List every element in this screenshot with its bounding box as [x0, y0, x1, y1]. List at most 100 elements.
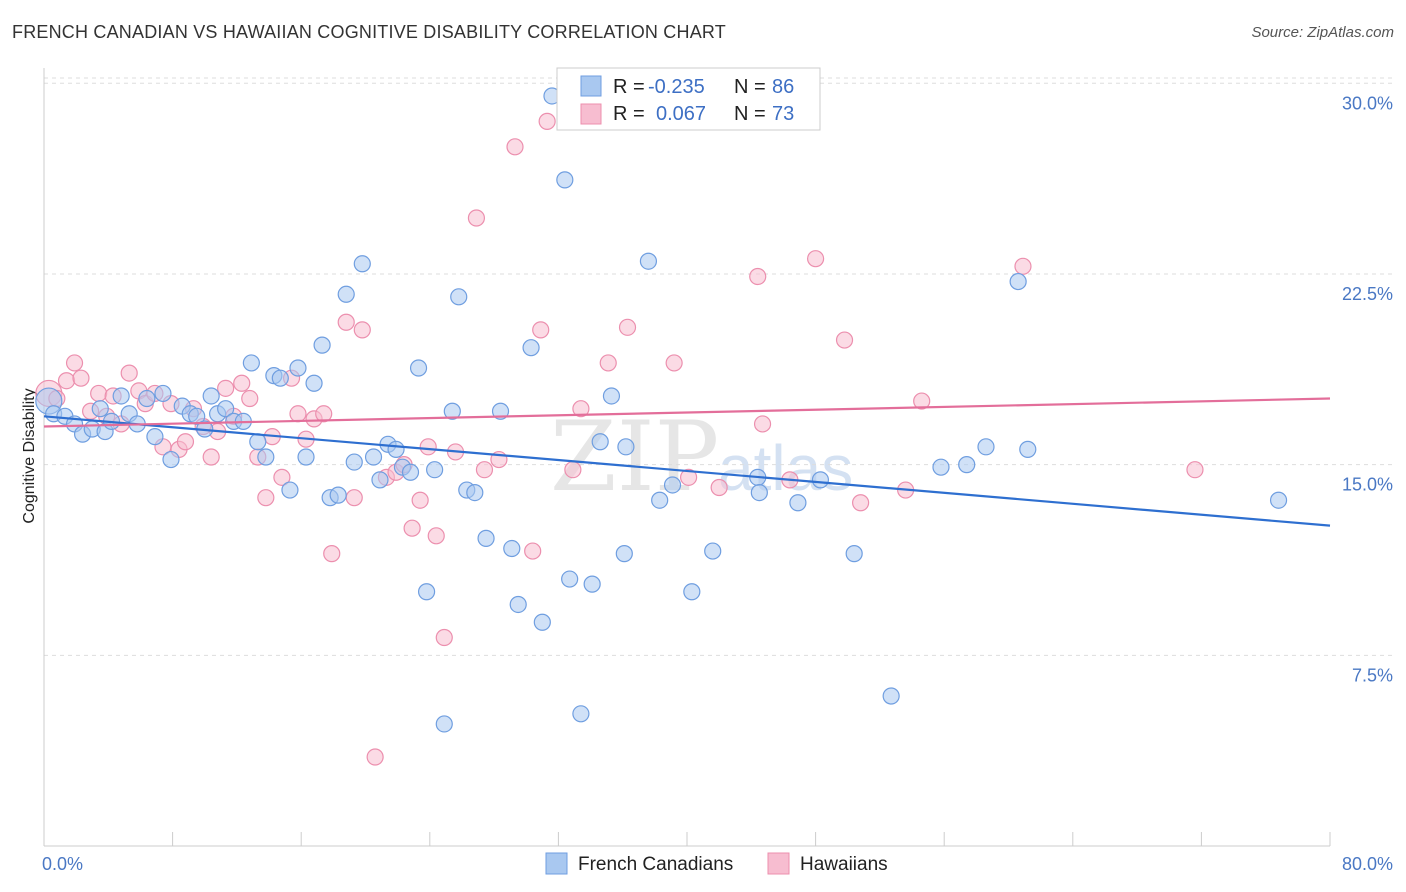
french-canadian-point	[146, 428, 164, 446]
french-canadian-point	[337, 285, 355, 303]
x-tick-label-max: 80.0%	[1342, 854, 1393, 874]
legend-r-value-1: -0.235	[648, 76, 705, 98]
french-canadian-point	[162, 450, 180, 469]
legend-r-label-1: R =	[613, 76, 645, 98]
hawaiian-point	[345, 489, 363, 507]
french-canadian-point	[663, 476, 682, 494]
hawaiian-point	[176, 433, 195, 451]
hawaiian-point	[435, 628, 453, 647]
french-canadian-point	[977, 438, 995, 456]
french-canadian-point	[426, 461, 444, 479]
french-canadian-point	[371, 471, 389, 489]
hawaiian-point	[120, 364, 138, 382]
french-canadian-point	[249, 433, 267, 451]
french-canadian-point	[313, 336, 331, 354]
hawaiian-point	[289, 405, 307, 423]
french-canadian-point	[591, 433, 609, 451]
french-canadian-point	[789, 494, 807, 512]
french-canadian-point	[305, 374, 323, 392]
series-swatch-hawaiians	[767, 852, 790, 875]
y-axis-tick-labels: 7.5% 15.0% 22.5% 30.0%	[1342, 93, 1393, 685]
chart-title: FRENCH CANADIAN VS HAWAIIAN COGNITIVE DI…	[12, 22, 726, 42]
french-canadian-point	[583, 575, 601, 593]
hawaiian-point	[753, 415, 772, 433]
legend-n-value-2: 73	[772, 103, 794, 125]
french-canadian-point	[281, 481, 299, 499]
y-tick-label: 30.0%	[1342, 93, 1393, 113]
french-canadian-point	[401, 463, 420, 481]
hawaiian-point	[506, 138, 524, 156]
hawaiian-point	[65, 354, 84, 372]
french-canadian-point	[409, 359, 428, 377]
french-canadian-point	[242, 354, 260, 372]
hawaiian-point	[427, 527, 445, 545]
hawaiian-point	[90, 384, 108, 403]
french-canadian-point	[932, 458, 950, 476]
hawaiian-point	[524, 542, 542, 560]
french-canadian-point	[289, 359, 307, 377]
trend-lines	[43, 397, 1331, 527]
hawaiian-point	[618, 318, 637, 336]
series-label-hawaiians: Hawaiians	[800, 854, 888, 875]
french-canadian-point	[417, 583, 436, 601]
french-canadian-point	[217, 400, 235, 418]
x-axis-tick-labels: 0.0% 80.0%	[42, 854, 1393, 874]
french-canadian-point	[683, 583, 701, 601]
hawaiian-point	[564, 461, 582, 479]
french-canadian-point	[353, 255, 371, 273]
series-legend: French Canadians Hawaiians	[545, 852, 888, 875]
hawaiian-point	[337, 313, 355, 331]
legend-n-value-1: 86	[772, 76, 794, 98]
hawaiian-point	[257, 489, 275, 507]
y-tick-label: 15.0%	[1342, 475, 1393, 495]
y-axis-label: Cognitive Disability	[21, 388, 38, 523]
hawaiian-point	[572, 400, 590, 418]
french-canadian-point	[811, 471, 830, 489]
french-canadian-point	[345, 453, 363, 471]
hawaiian-point	[323, 545, 341, 563]
french-canadian-point	[450, 288, 468, 306]
legend-n-label-1: N =	[734, 76, 766, 98]
french-canadian-point	[329, 486, 347, 504]
y-tick-label: 22.5%	[1342, 284, 1393, 304]
french-canadian-point	[443, 402, 461, 420]
hawaiian-point	[403, 519, 421, 537]
hawaiian-point	[835, 331, 854, 349]
hawaiian-point	[366, 748, 384, 766]
hawaiian-point	[217, 379, 235, 397]
hawaiian-point	[538, 112, 556, 130]
french-canadian-point	[503, 539, 521, 558]
hawaiian-point	[599, 354, 617, 372]
x-axis-tick-marks	[43, 832, 1331, 846]
french-canadian-point	[477, 529, 495, 547]
hawaiian-point	[806, 250, 825, 268]
french-canadian-point	[522, 339, 540, 357]
legend-n-label-2: N =	[734, 103, 766, 125]
french-canadian-point	[112, 387, 130, 405]
french-canadian-point	[1009, 272, 1027, 291]
hawaiian-point	[241, 389, 259, 408]
hawaiian-point	[532, 321, 550, 339]
hawaiian-point	[411, 491, 429, 509]
french-canadian-point	[615, 545, 633, 563]
french-canadian-point	[509, 595, 527, 614]
french-canadian-point	[491, 402, 510, 420]
french-canadian-point	[154, 384, 172, 403]
series-swatch-french-canadians	[545, 852, 568, 875]
hawaiian-point	[680, 468, 698, 486]
french-canadian-point	[882, 687, 900, 705]
hawaiian-point	[710, 478, 728, 497]
french-canadians-trend-line	[43, 415, 1331, 527]
series-label-french-canadians: French Canadians	[578, 854, 733, 875]
source-credit: Source: ZipAtlas.com	[1251, 24, 1394, 41]
legend-swatch-pink	[580, 103, 602, 125]
french-canadian-point	[1269, 491, 1288, 509]
french-canadian-point	[533, 613, 551, 631]
hawaiian-point	[273, 468, 291, 486]
french-canadian-point	[651, 491, 669, 509]
french-canadian-point	[138, 389, 156, 408]
legend-swatch-blue	[580, 75, 602, 97]
hawaiian-point	[72, 369, 90, 387]
french-canadian-point	[639, 252, 658, 270]
